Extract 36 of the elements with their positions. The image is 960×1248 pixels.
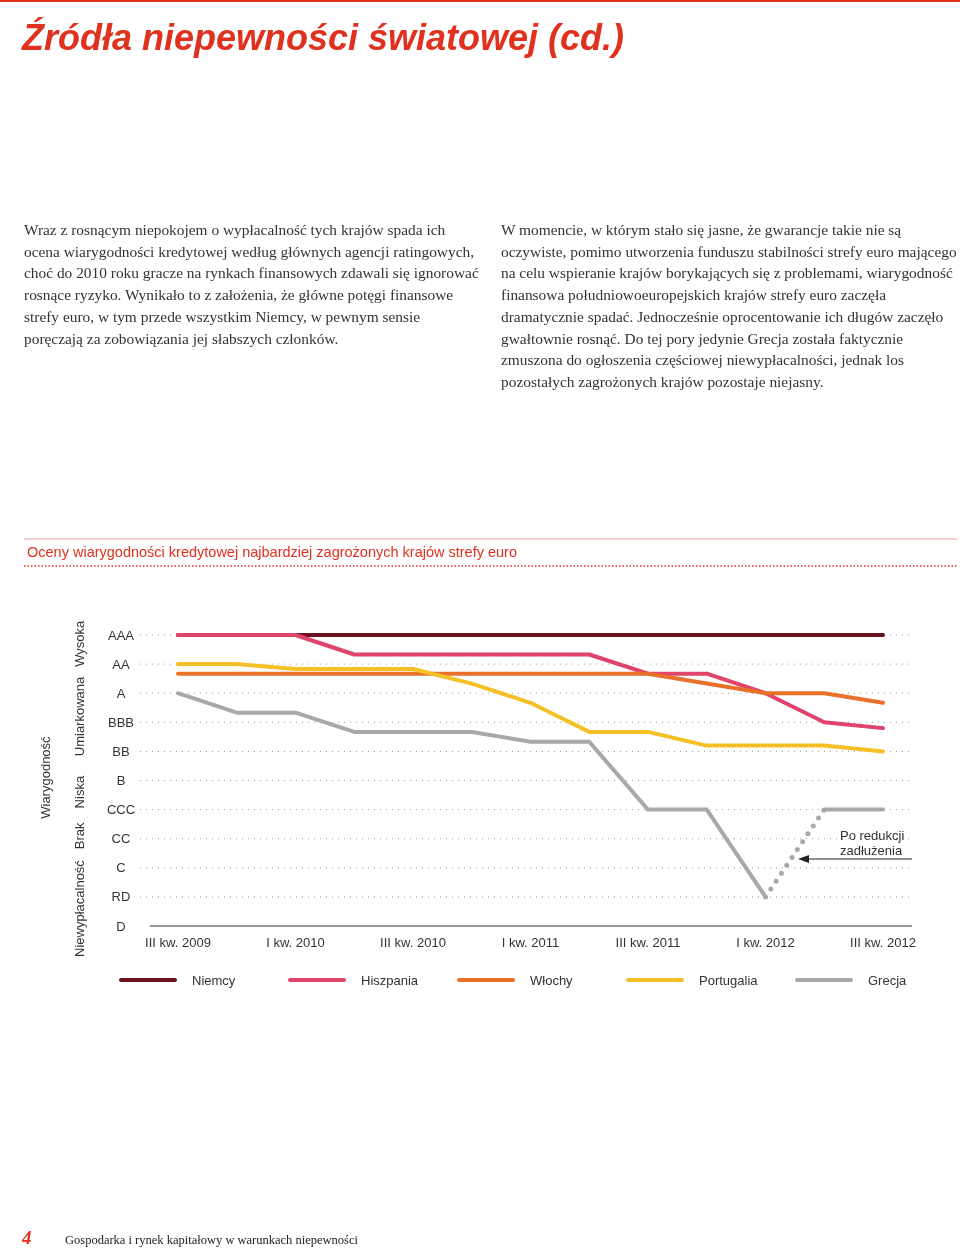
text: Wiarygodność bbox=[38, 735, 53, 819]
text: Umiarkowana bbox=[72, 675, 87, 757]
text: D bbox=[116, 918, 126, 934]
text: BB bbox=[112, 743, 130, 759]
x-tick-label: I kw. 2012 bbox=[736, 935, 795, 950]
text: B bbox=[116, 773, 126, 788]
text: W momencie, w którym stało się jasne, że gwarancje takie nie są oczywiste, pomimo utworzenia funduszu stabilności strefy euro mającego na celu wspieranie krajów borykających się z problemami, wiarygodność finansowa południowoeuropejskich krajów strefy euro zaczęła dramatycznie spadać. Jednocześnie oprocentowanie ich długów zaczęło gwałtownie rosnąć. Do tej pory jedynie Grecja została faktycznie zmuszona do ogłoszenia częściowej niewypłacalności, jednak los pozostałych zagrożonych krajów pozostaje niejasny. bbox=[501, 220, 958, 392]
text: AAA bbox=[107, 627, 135, 643]
legend-label: Grecja bbox=[868, 973, 908, 988]
annotation: Po redukcji zadłużenia bbox=[840, 828, 905, 858]
text: Gospodarka i rynek kapitałowy w warunkach niepewności bbox=[65, 1233, 359, 1247]
text: Niska bbox=[72, 775, 87, 809]
legend-label: Hiszpania bbox=[361, 973, 419, 988]
text: Wysoka bbox=[72, 619, 87, 667]
text: Wraz z rosnącym niepokojem o wypłacalność tych krajów spada ich ocena wiarygodności kredytowej według głównych agencji ratingowych, choć do 2010 roku gracze na rynkach finansowych zdawali się ignorować rosnące ryzyko. Wynikało to z założenia, że główne potęgi finansowe strefy euro, w tym przede wszystkim Niemcy, w pewnym sensie poręczają za zobowiązania jej słabszych członków. bbox=[24, 220, 480, 349]
x-tick-label: III kw. 2010 bbox=[380, 935, 446, 950]
chart-title: Oceny wiarygodności kredytowej najbardziej zagrożonych krajów strefy euro bbox=[27, 544, 518, 560]
x-tick-label: III kw. 2009 bbox=[145, 935, 211, 950]
text: C bbox=[116, 860, 126, 876]
text: RD bbox=[111, 889, 131, 905]
x-tick-label: I kw. 2010 bbox=[266, 935, 325, 950]
text: CCC bbox=[106, 802, 136, 818]
text: CC bbox=[111, 831, 131, 847]
text: AA bbox=[112, 656, 130, 672]
legend-label: Włochy bbox=[530, 973, 574, 988]
text: Źródła niepewności światowej (cd.) bbox=[21, 17, 625, 58]
text: BBB bbox=[107, 714, 135, 730]
x-tick-label: I kw. 2011 bbox=[501, 935, 560, 950]
text: A bbox=[116, 685, 126, 701]
legend-label: Niemcy bbox=[192, 973, 236, 988]
legend-label: Portugalia bbox=[699, 973, 759, 988]
text: Niewypłacalność bbox=[72, 859, 87, 957]
x-tick-label: III kw. 2012 bbox=[850, 935, 916, 950]
text: Brak bbox=[72, 821, 87, 850]
text: 4 bbox=[21, 1227, 32, 1248]
x-tick-label: III kw. 2011 bbox=[615, 935, 681, 950]
